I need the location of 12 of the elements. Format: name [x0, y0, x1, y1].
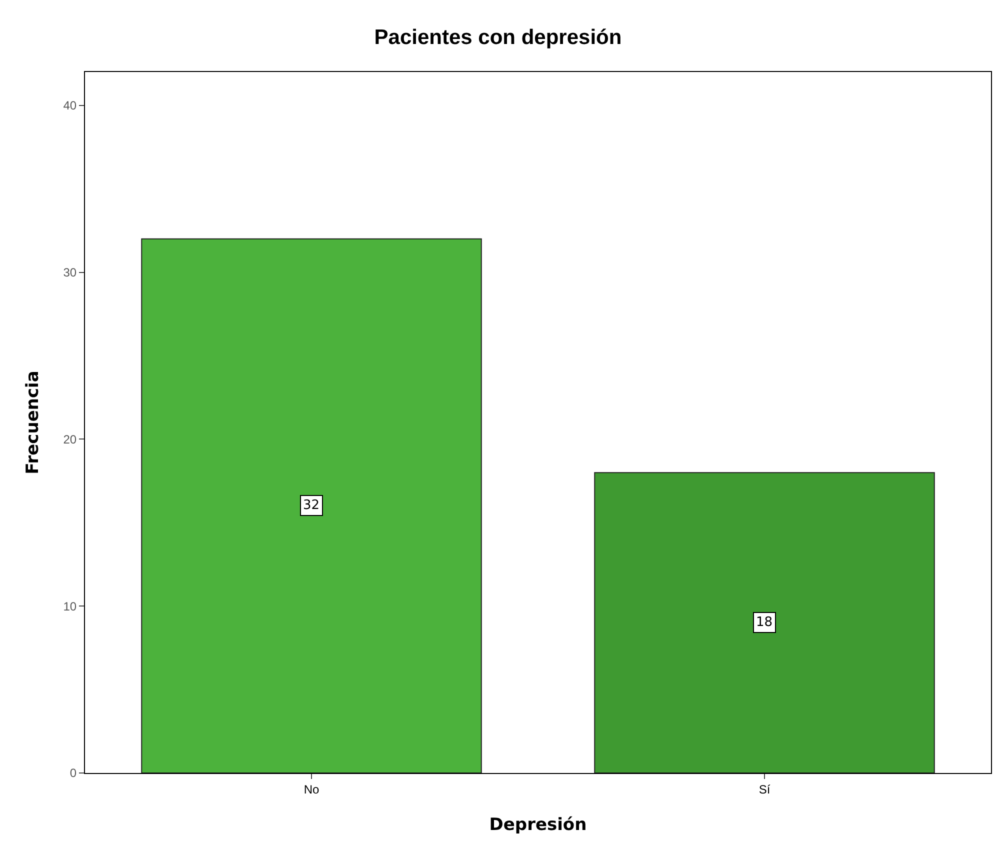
y-tick-label: 30	[63, 265, 77, 280]
y-tick-label: 20	[63, 432, 77, 446]
y-axis-title: Frecuencia	[22, 370, 43, 474]
data-label: 32	[303, 498, 320, 513]
y-tick-label: 10	[63, 599, 77, 614]
data-label: 18	[756, 615, 773, 630]
y-tick-label: 40	[63, 98, 77, 113]
x-axis-title: Depresión	[489, 814, 587, 835]
y-tick-label: 0	[70, 766, 77, 780]
x-tick-label: Sí	[758, 782, 771, 796]
chart-title: Pacientes con depresión	[374, 26, 622, 50]
x-tick-label: No	[304, 782, 320, 796]
